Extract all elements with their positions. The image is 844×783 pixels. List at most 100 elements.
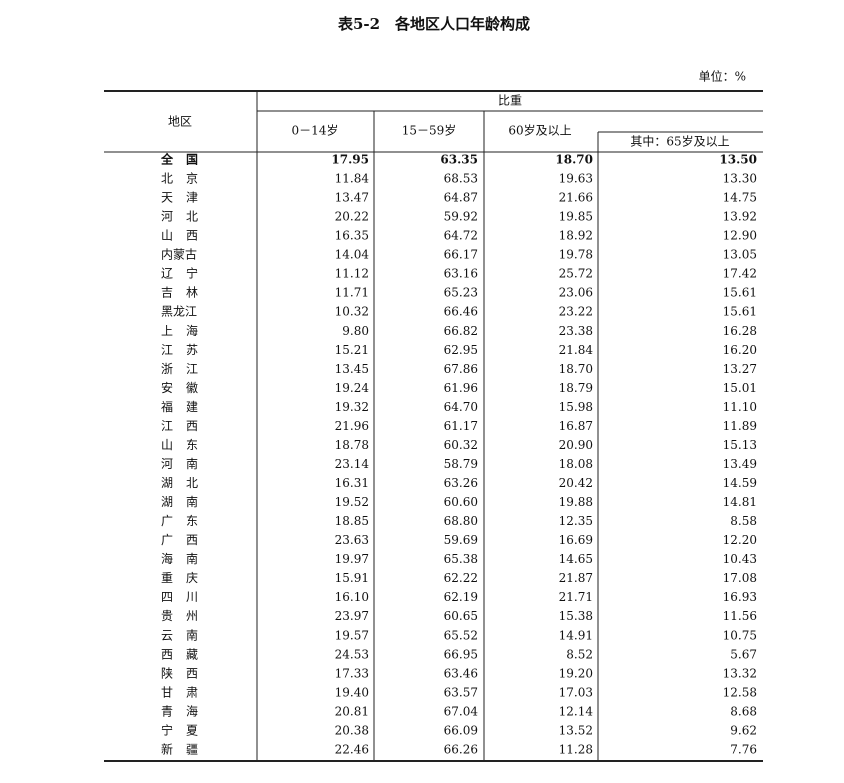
cell-value: 11.12	[335, 267, 369, 281]
cell-value: 63.46	[444, 666, 478, 680]
cell-value: 62.19	[444, 590, 478, 604]
cell-value: 8.52	[566, 647, 593, 661]
cell-value: 66.09	[444, 723, 478, 737]
cell-value: 67.04	[444, 704, 479, 718]
cell-value: 11.71	[335, 286, 369, 300]
cell-value: 60.32	[444, 438, 478, 452]
cell-value: 12.35	[559, 514, 593, 528]
cell-value: 23.06	[559, 286, 593, 300]
sub-column-header: 其中：65岁及以上	[630, 134, 729, 149]
cell-value: 13.32	[723, 666, 757, 680]
cell-value: 11.84	[335, 172, 370, 186]
cell-value: 17.42	[723, 267, 757, 281]
region-name: 湖北	[161, 475, 198, 490]
cell-value: 20.22	[335, 210, 369, 224]
cell-value: 20.81	[335, 704, 369, 718]
cell-value: 19.88	[559, 495, 593, 509]
region-name: 上海	[161, 323, 198, 338]
region-name: 安徽	[161, 380, 198, 395]
cell-value: 23.97	[335, 609, 369, 623]
region-name: 河北	[161, 210, 198, 224]
cell-value: 10.32	[335, 305, 369, 319]
cell-value: 14.65	[559, 552, 593, 566]
cell-value: 64.70	[444, 400, 478, 414]
cell-value: 8.68	[730, 704, 757, 718]
cell-value: 58.79	[444, 457, 478, 471]
cell-value: 19.40	[335, 685, 369, 699]
cell-value: 66.46	[444, 305, 478, 319]
cell-value: 59.69	[444, 533, 478, 547]
cell-value: 68.80	[444, 514, 478, 528]
cell-value: 62.22	[444, 571, 478, 585]
region-name: 广东	[161, 514, 198, 528]
table-title: 表5-2 各地区人口年龄构成	[338, 15, 530, 33]
column-header: 0－14岁	[292, 123, 339, 138]
region-name: 西藏	[161, 647, 198, 661]
cell-value: 68.53	[444, 172, 478, 186]
region-name: 重庆	[161, 571, 198, 585]
cell-value: 60.65	[444, 609, 478, 623]
region-name: 福建	[161, 399, 198, 414]
cell-value: 17.08	[723, 571, 757, 585]
region-name: 吉林	[161, 286, 198, 300]
cell-value: 63.35	[440, 153, 478, 167]
cell-value: 13.92	[723, 210, 757, 224]
cell-value: 16.93	[723, 590, 757, 604]
cell-value: 21.87	[559, 571, 593, 585]
cell-value: 19.63	[559, 172, 593, 186]
cell-value: 21.66	[559, 191, 593, 205]
cell-value: 19.57	[335, 628, 369, 642]
cell-value: 16.35	[335, 229, 369, 243]
cell-value: 7.76	[730, 742, 757, 756]
cell-value: 19.52	[335, 495, 369, 509]
region-header: 地区	[168, 115, 192, 129]
cell-value: 16.31	[335, 476, 369, 490]
region-name: 青海	[161, 703, 198, 718]
cell-value: 14.75	[723, 191, 757, 205]
region-name: 湖南	[161, 494, 198, 509]
cell-value: 9.80	[342, 324, 369, 338]
cell-value: 13.50	[719, 153, 757, 167]
cell-value: 10.43	[723, 552, 757, 566]
cell-value: 66.17	[444, 248, 478, 262]
cell-value: 23.14	[335, 457, 370, 471]
cell-value: 63.16	[444, 267, 478, 281]
region-name: 海南	[161, 551, 198, 566]
cell-value: 15.91	[335, 571, 369, 585]
cell-value: 22.46	[335, 742, 369, 756]
cell-value: 13.05	[723, 248, 757, 262]
cell-value: 12.90	[723, 229, 757, 243]
cell-value: 11.28	[559, 742, 593, 756]
region-name: 新疆	[161, 741, 198, 756]
cell-value: 19.97	[335, 552, 369, 566]
cell-value: 19.24	[335, 381, 370, 395]
cell-value: 64.72	[444, 229, 478, 243]
cell-value: 65.38	[444, 552, 478, 566]
cell-value: 65.23	[444, 286, 478, 300]
cell-value: 8.58	[730, 514, 757, 528]
cell-value: 18.85	[335, 514, 369, 528]
region-name: 北京	[161, 172, 198, 186]
cell-value: 63.57	[444, 685, 478, 699]
cell-value: 61.96	[444, 381, 478, 395]
cell-value: 17.03	[559, 685, 593, 699]
cell-value: 62.95	[444, 343, 478, 357]
region-name: 全国	[160, 152, 198, 167]
column-header: 60岁及以上	[508, 123, 571, 138]
cell-value: 63.26	[444, 476, 478, 490]
cell-value: 66.26	[444, 742, 478, 756]
cell-value: 25.72	[559, 267, 593, 281]
cell-value: 60.60	[444, 495, 478, 509]
cell-value: 16.87	[559, 419, 593, 433]
region-name: 内蒙古	[161, 247, 197, 262]
cell-value: 15.21	[335, 343, 369, 357]
cell-value: 16.69	[559, 533, 593, 547]
cell-value: 18.79	[559, 381, 593, 395]
cell-value: 12.20	[723, 533, 757, 547]
cell-value: 19.85	[559, 210, 593, 224]
cell-value: 13.52	[559, 723, 593, 737]
cell-value: 59.92	[444, 210, 478, 224]
cell-value: 18.70	[555, 153, 593, 167]
region-name: 山西	[161, 229, 198, 243]
cell-value: 11.10	[723, 400, 757, 414]
